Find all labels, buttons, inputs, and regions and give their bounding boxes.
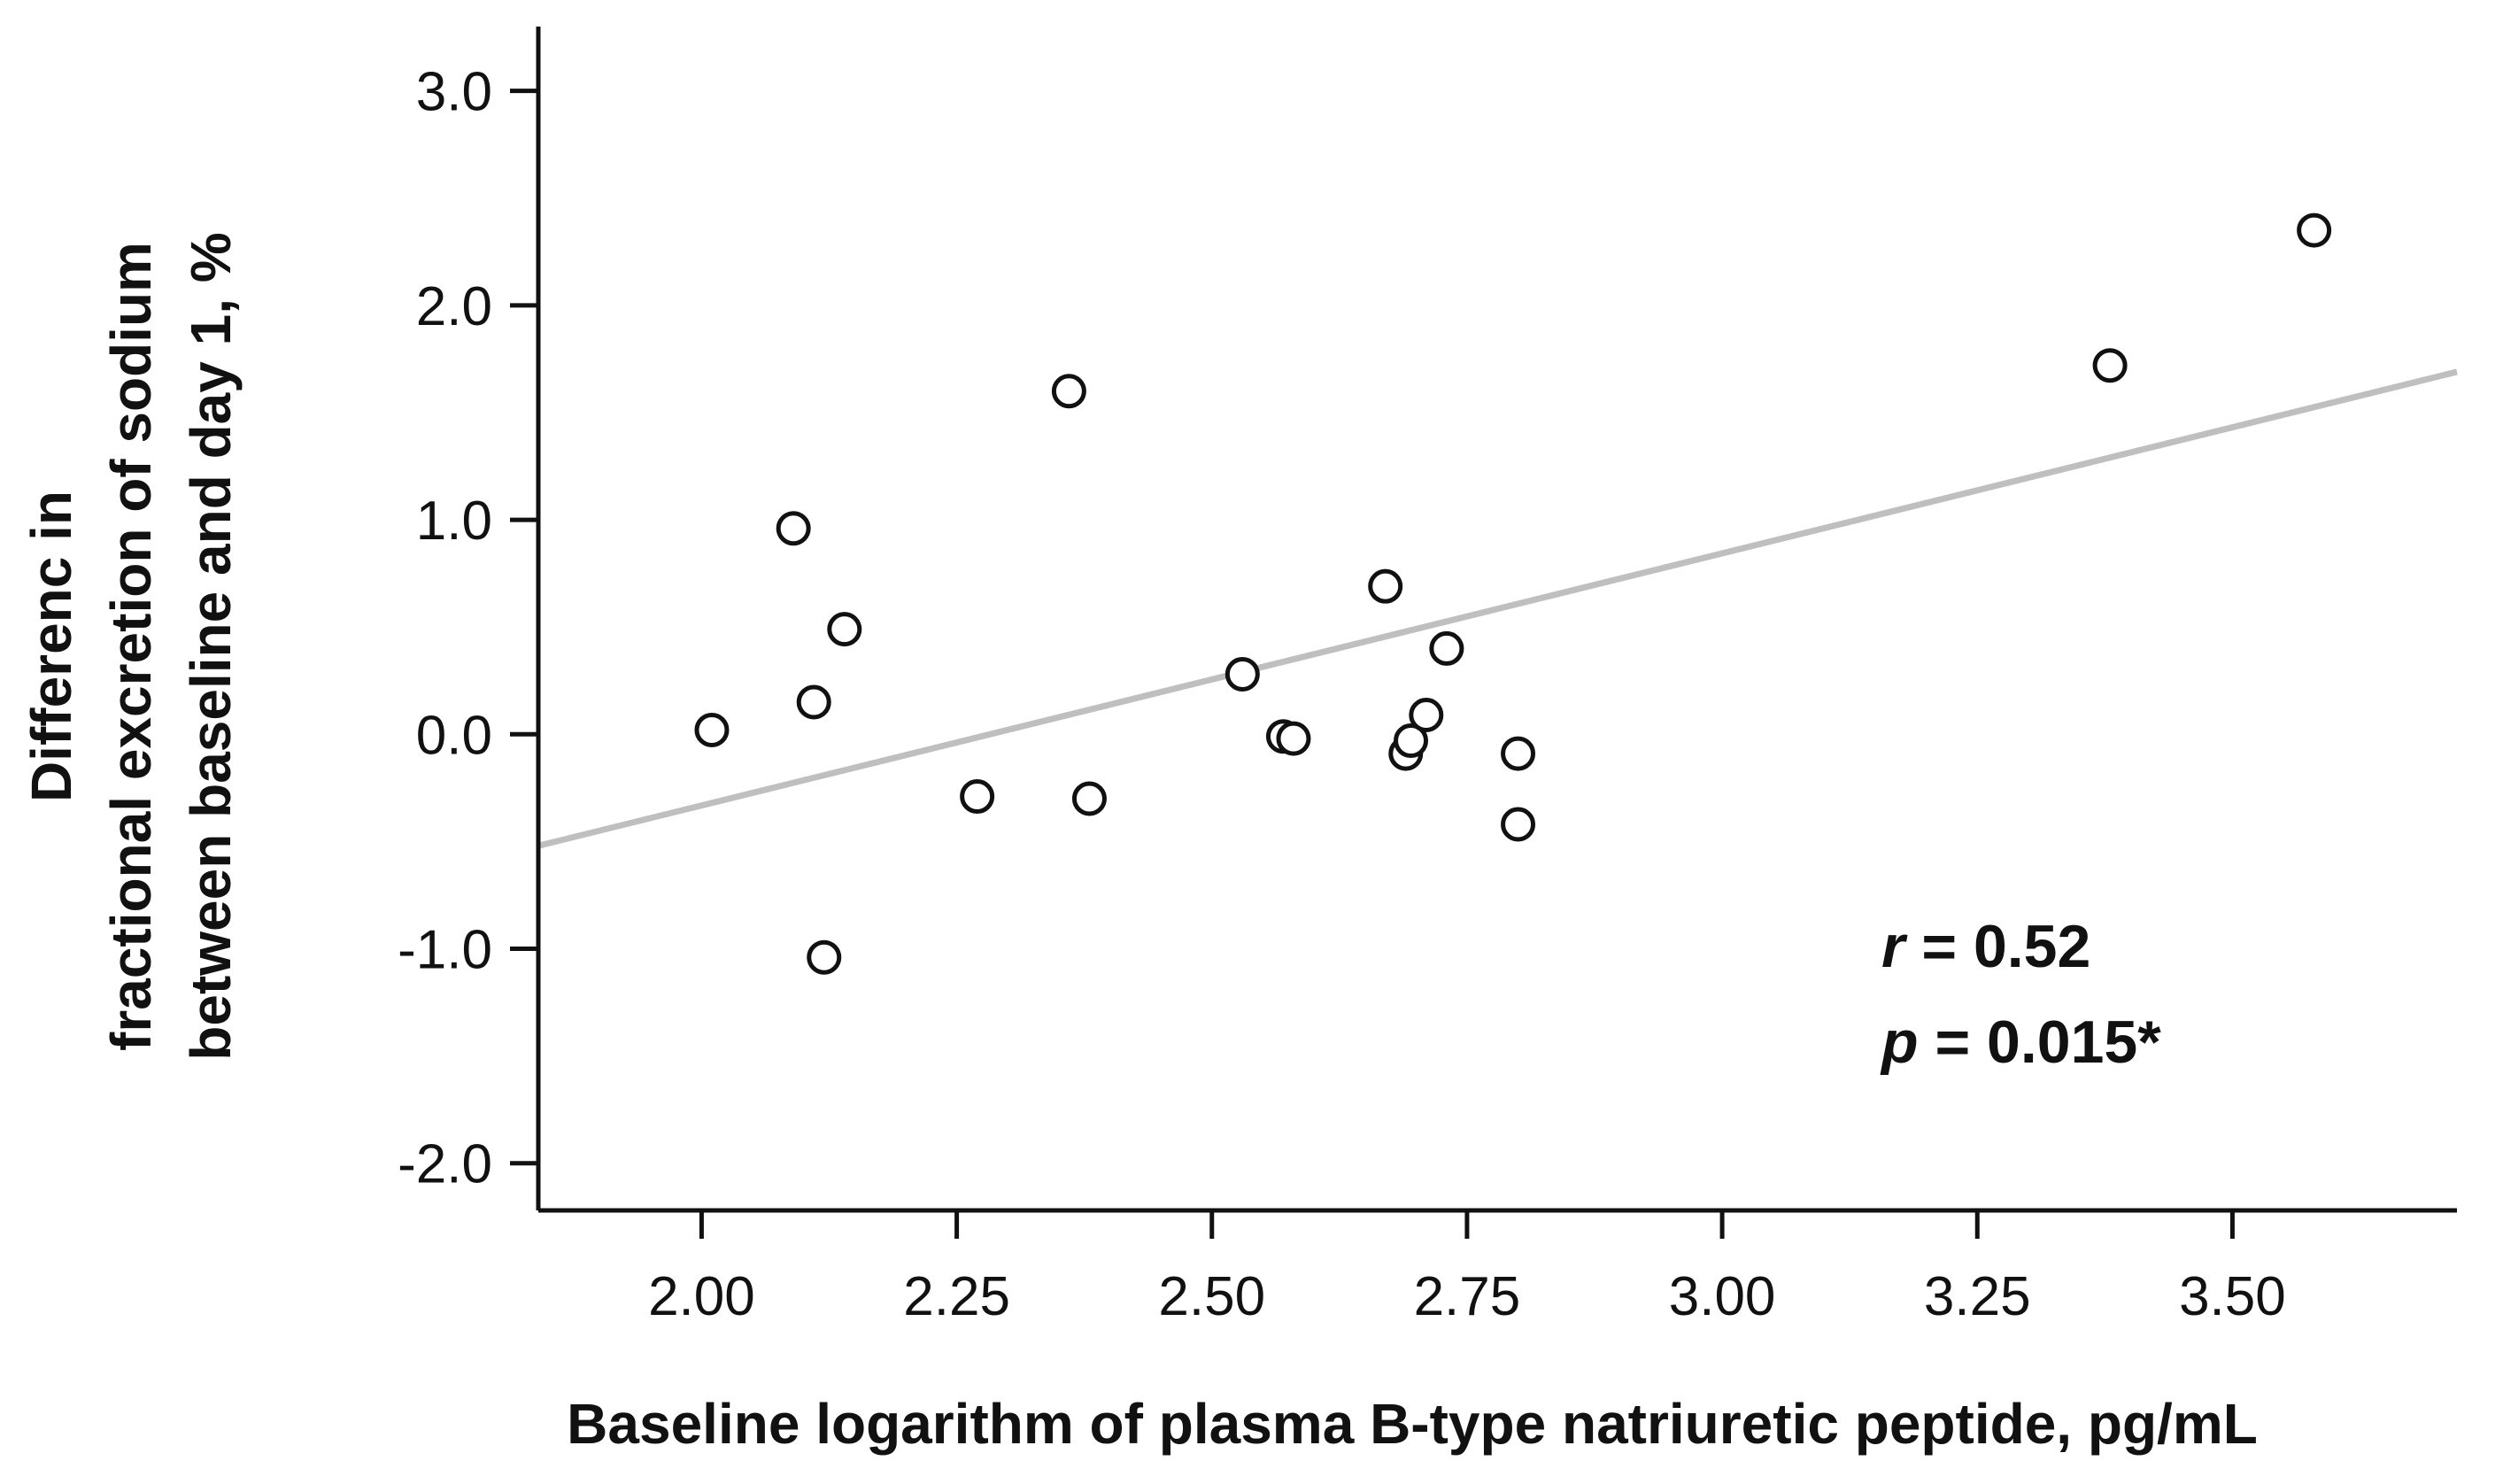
axes [536, 27, 2457, 1213]
data-point [1051, 374, 1086, 409]
data-point [2092, 348, 2128, 383]
x-tick-label: 3.00 [1669, 1266, 1776, 1327]
r-value: = 0.52 [1904, 913, 2090, 980]
data-point [1276, 721, 1311, 756]
y-tick-label: 2.0 [416, 276, 492, 337]
y-axis-title-line-3: between baseline and day 1, % [179, 232, 243, 1060]
data-point [1394, 723, 1429, 759]
data-point [960, 779, 995, 815]
data-point [796, 684, 831, 720]
x-ticks: 2.00 2.25 2.50 2.75 3.00 3.25 3.50 [648, 1210, 2286, 1327]
stats-annotation: r = 0.52 p = 0.015* [1880, 913, 2161, 1076]
data-point [827, 612, 862, 647]
x-tick-label: 2.75 [1414, 1266, 1521, 1327]
data-point [1429, 630, 1464, 666]
y-tick-label: -2.0 [398, 1134, 492, 1195]
regression-layer [537, 368, 2458, 849]
x-axis-title: Baseline logarithm of plasma B-type natr… [567, 1392, 2258, 1456]
p-value: = 0.015* [1919, 1009, 2162, 1076]
x-tick-label: 3.25 [1924, 1266, 2031, 1327]
p-symbol: p [1880, 1009, 1919, 1076]
y-tick-label: -1.0 [398, 920, 492, 981]
regression-line [537, 368, 2458, 849]
y-axis-title: Differenc in fractional excretion of sod… [19, 232, 243, 1060]
y-tick-label: 0.0 [416, 705, 492, 766]
data-point [1409, 697, 1444, 732]
p-annotation: p = 0.015* [1880, 1009, 2161, 1076]
data-point [776, 511, 811, 546]
data-point [1071, 781, 1107, 816]
r-annotation: r = 0.52 [1881, 913, 2090, 980]
data-point [1368, 568, 1403, 604]
x-tick-label: 2.50 [1158, 1266, 1265, 1327]
data-point [1501, 736, 1536, 771]
data-point [2297, 213, 2332, 248]
data-point [1501, 807, 1536, 842]
data-point [694, 712, 730, 747]
x-tick-label: 3.50 [2179, 1266, 2286, 1327]
x-tick-label: 2.25 [903, 1266, 1010, 1327]
y-tick-label: 1.0 [416, 491, 492, 552]
y-axis-title-line-1: Differenc in [19, 491, 83, 802]
x-tick-label: 2.00 [648, 1266, 755, 1327]
data-point [807, 939, 842, 975]
data-point [1224, 656, 1260, 692]
r-symbol: r [1881, 913, 1908, 980]
y-tick-label: 3.0 [416, 62, 492, 123]
y-axis-title-line-2: fractional excretion of sodium [99, 242, 163, 1051]
y-ticks: 3.0 2.0 1.0 0.0 -1.0 -2.0 [398, 62, 538, 1195]
data-points [694, 213, 2332, 975]
